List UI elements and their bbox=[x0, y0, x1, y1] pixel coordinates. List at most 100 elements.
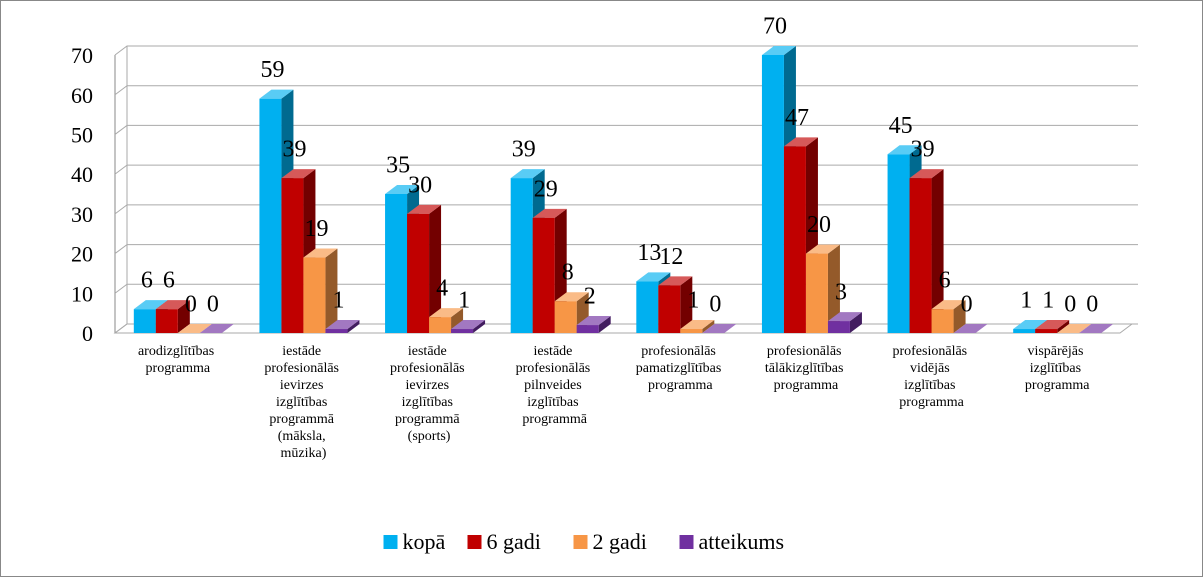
bar-top bbox=[155, 300, 190, 310]
bar-top bbox=[636, 272, 671, 282]
bar bbox=[658, 285, 681, 333]
value-label: 8 bbox=[562, 260, 574, 286]
value-label: 12 bbox=[659, 244, 683, 270]
bar-side bbox=[680, 276, 693, 333]
bar-side bbox=[849, 312, 862, 333]
bar-top bbox=[702, 324, 737, 333]
bar-top bbox=[805, 244, 840, 254]
value-label: 30 bbox=[408, 172, 432, 198]
bar bbox=[680, 329, 703, 333]
bar-top bbox=[953, 324, 988, 333]
bar-top bbox=[1013, 320, 1048, 330]
x-tick-label: iestāde profesionālās ievirzes izglītība… bbox=[390, 344, 468, 444]
x-tick-label: iestāde profesionālās pilnveides izglītī… bbox=[516, 344, 594, 427]
bar-top bbox=[1079, 324, 1114, 333]
value-label: 1 bbox=[687, 288, 699, 314]
bar-top bbox=[281, 169, 316, 179]
legend-swatch bbox=[573, 535, 588, 549]
bar-top bbox=[554, 292, 589, 302]
bar bbox=[259, 98, 282, 333]
bar-side bbox=[473, 320, 486, 333]
bar-top bbox=[909, 169, 944, 179]
bar-top bbox=[259, 89, 294, 99]
value-label: 45 bbox=[889, 113, 913, 139]
value-label: 20 bbox=[807, 212, 831, 238]
bar bbox=[451, 329, 474, 333]
y-tick-label: 10 bbox=[71, 281, 93, 306]
value-label: 0 bbox=[1086, 292, 1098, 318]
value-label: 35 bbox=[386, 153, 410, 179]
value-label: 0 bbox=[207, 292, 219, 318]
bar bbox=[155, 309, 178, 333]
x-tick-label: vispārējās izglītības programma bbox=[1025, 344, 1090, 393]
value-label: 19 bbox=[304, 216, 328, 242]
bar-top bbox=[931, 300, 966, 310]
value-label: 0 bbox=[709, 292, 721, 318]
bar-top bbox=[887, 145, 922, 155]
bar-side bbox=[931, 169, 944, 333]
grid-line bbox=[114, 45, 1138, 56]
value-label: 1 bbox=[458, 288, 470, 314]
bar-top bbox=[133, 300, 168, 310]
value-label: 0 bbox=[961, 292, 973, 318]
bar bbox=[429, 317, 452, 333]
value-label: 6 bbox=[939, 268, 951, 294]
grid-line bbox=[114, 124, 1138, 135]
y-tick-label: 20 bbox=[71, 242, 93, 267]
bar-top bbox=[532, 208, 567, 218]
bar-top bbox=[385, 185, 420, 194]
bar bbox=[281, 178, 304, 333]
value-label: 29 bbox=[534, 176, 558, 202]
bar-side bbox=[177, 300, 190, 333]
x-tick-label: profesionālās vidējās izglītības program… bbox=[892, 344, 970, 410]
x-tick-label: profesionālās tālākizglītības programma bbox=[765, 344, 847, 393]
bar-top bbox=[761, 46, 796, 55]
bar-side bbox=[1057, 320, 1070, 333]
value-label: 1 bbox=[1042, 288, 1054, 314]
value-label: 39 bbox=[282, 137, 306, 163]
value-label: 1 bbox=[332, 288, 344, 314]
bar-top bbox=[407, 204, 442, 214]
bar bbox=[510, 178, 533, 333]
bar-top bbox=[325, 320, 360, 330]
bar-top bbox=[199, 324, 234, 333]
bar bbox=[576, 325, 599, 333]
bar-top bbox=[177, 324, 212, 333]
y-tick-label: 40 bbox=[71, 162, 93, 187]
bar-top bbox=[680, 320, 715, 330]
bar-top bbox=[429, 308, 464, 318]
bar-top bbox=[576, 316, 611, 326]
value-label: 59 bbox=[260, 57, 284, 83]
value-label: 0 bbox=[1064, 292, 1076, 318]
bar-top bbox=[303, 248, 338, 258]
bar-top bbox=[451, 320, 486, 330]
value-label: 0 bbox=[185, 292, 197, 318]
bar bbox=[133, 309, 156, 333]
value-label: 6 bbox=[163, 268, 175, 294]
x-tick-label: iestāde profesionālās ievirzes izglītība… bbox=[264, 344, 342, 461]
bar-side bbox=[702, 320, 715, 333]
grid-line bbox=[114, 85, 1138, 96]
value-label: 6 bbox=[141, 268, 153, 294]
value-label: 13 bbox=[637, 240, 661, 266]
x-tick-label: arodizglītības programma bbox=[138, 344, 218, 376]
bar bbox=[325, 329, 348, 333]
y-tick-label: 50 bbox=[71, 122, 93, 147]
bar-side bbox=[429, 204, 442, 333]
bar-top bbox=[658, 276, 693, 286]
x-tick-label: profesionālās pamatizglītības programma bbox=[636, 344, 725, 393]
value-label: 39 bbox=[911, 137, 935, 163]
bar-top bbox=[827, 312, 862, 322]
value-label: 3 bbox=[835, 280, 847, 306]
legend-swatch bbox=[383, 535, 398, 549]
bar bbox=[931, 309, 954, 333]
bar bbox=[805, 253, 828, 333]
bar bbox=[827, 321, 850, 333]
bar bbox=[303, 257, 326, 333]
value-label: 2 bbox=[584, 284, 596, 310]
bar bbox=[1013, 329, 1036, 333]
bar bbox=[554, 301, 577, 333]
bar bbox=[909, 178, 932, 333]
